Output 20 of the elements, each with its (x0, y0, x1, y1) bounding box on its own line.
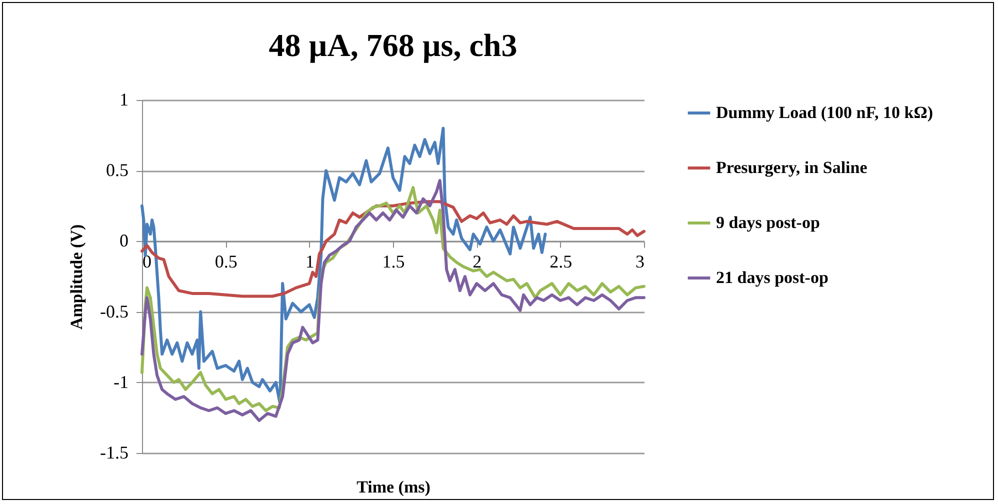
x-tick-label: 0 (142, 252, 152, 272)
legend-label: 9 days post-op (716, 213, 820, 232)
y-tick-label: -0.5 (100, 301, 128, 322)
y-tick-label: 1 (120, 90, 128, 110)
x-tick-label: 1 (305, 252, 314, 272)
x-tick-label: 2 (472, 252, 482, 272)
legend-label: Dummy Load (100 nF, 10 kΩ) (716, 103, 934, 122)
legend-label: Presurgery, in Saline (716, 158, 868, 177)
legend-label: 21 days post-op (716, 268, 828, 287)
y-tick-label: 0.5 (106, 160, 128, 180)
y-tick-label: -1.5 (100, 442, 128, 462)
x-tick-label: 0.5 (214, 252, 238, 272)
x-tick-label: 1.5 (382, 252, 405, 272)
chart-title: 48 µA, 768 µs, ch3 (268, 27, 518, 63)
y-axis-title: Amplitude (V) (67, 224, 86, 330)
x-axis-title: Time (ms) (356, 478, 430, 496)
x-tick-label: 3 (636, 252, 644, 272)
x-tick-label: 2.5 (550, 252, 572, 272)
y-tick-label: -1 (114, 372, 128, 392)
y-tick-label: 0 (120, 230, 128, 251)
